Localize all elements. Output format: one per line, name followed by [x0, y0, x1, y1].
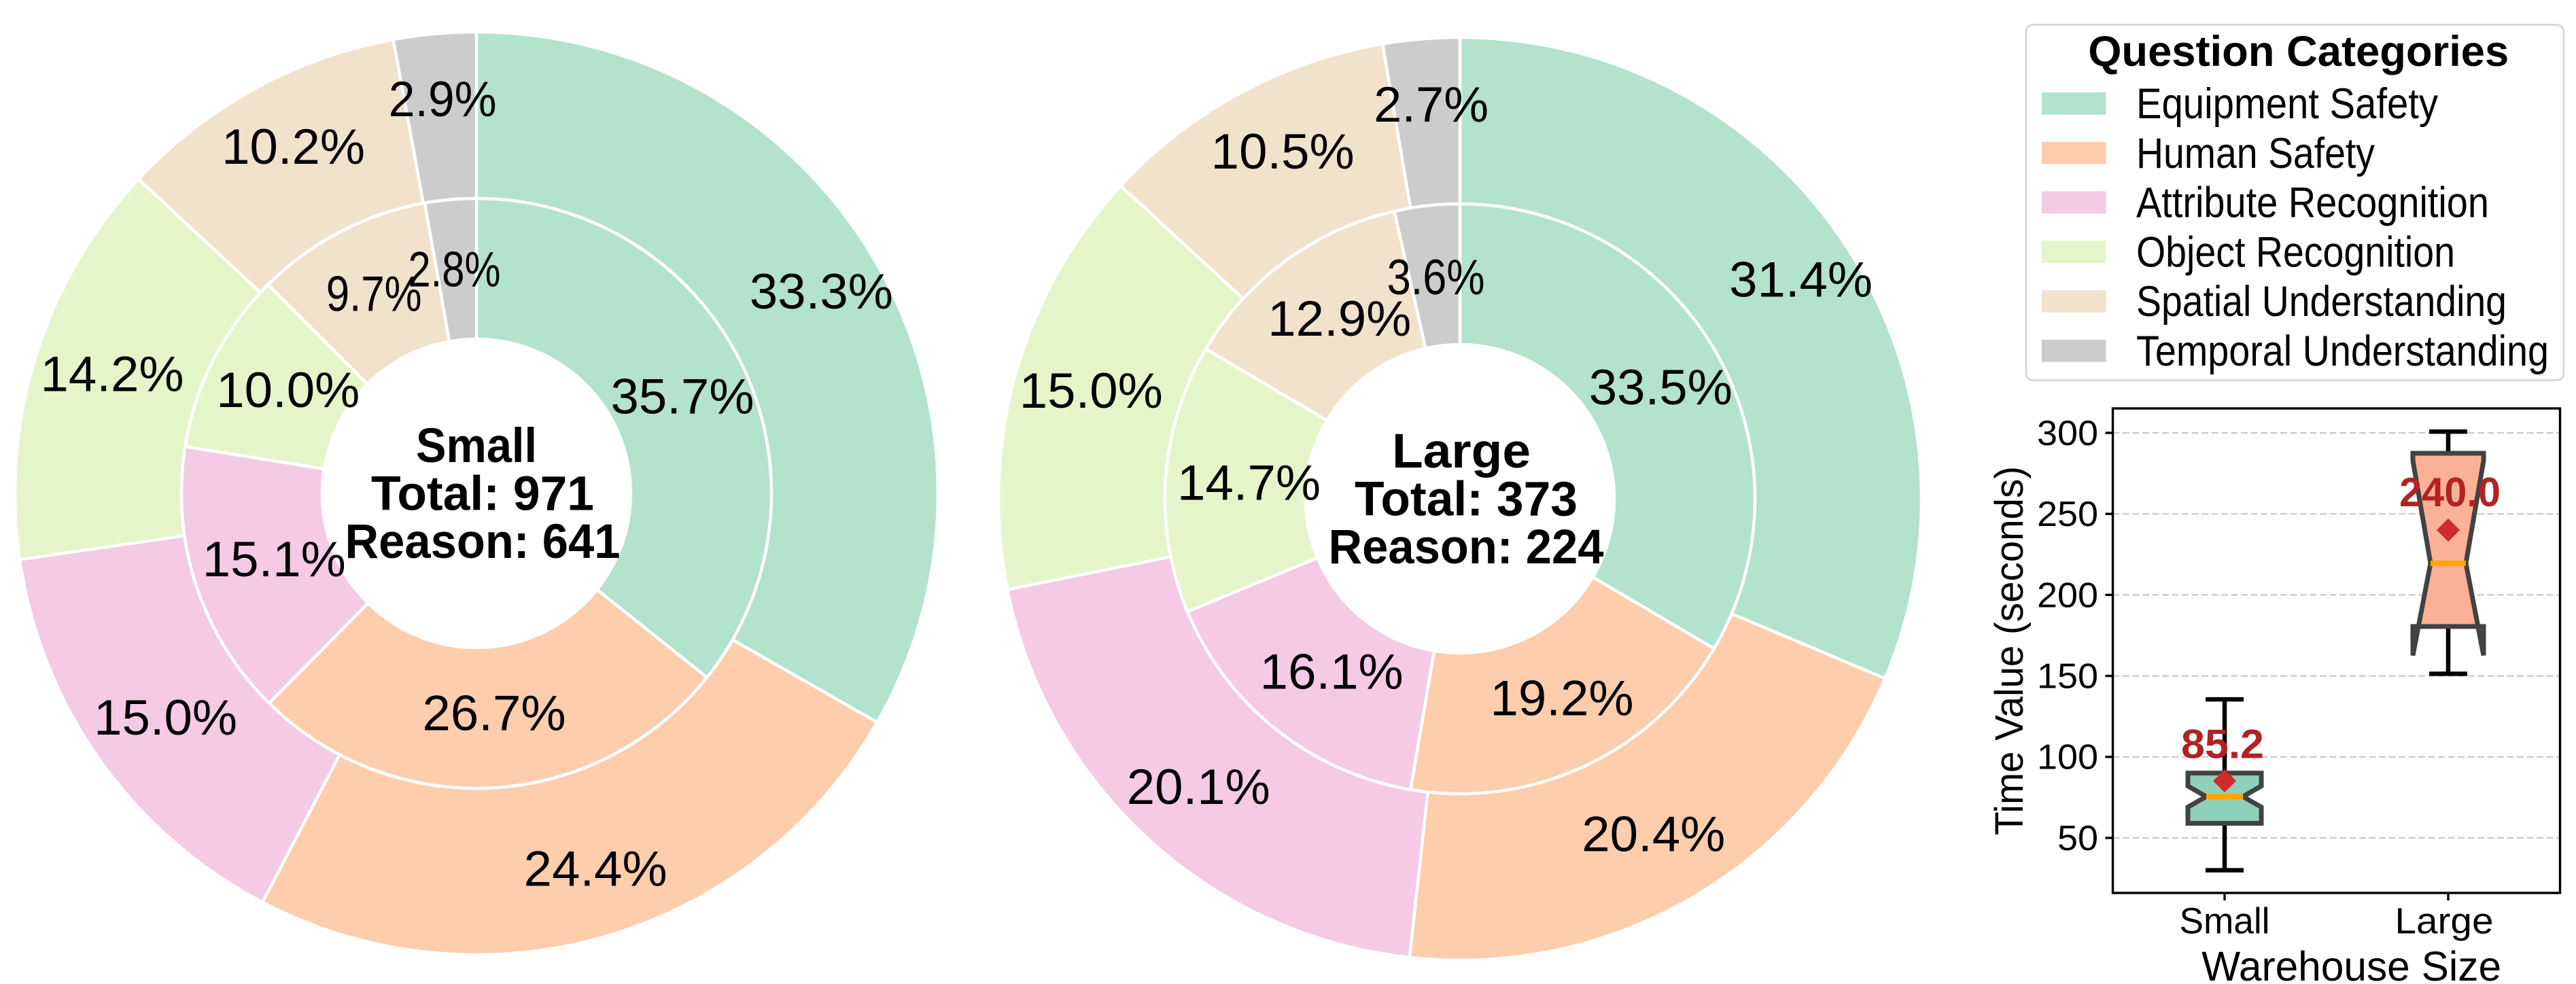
svg-text:26.7%: 26.7% — [423, 686, 566, 741]
svg-text:Human Safety: Human Safety — [2136, 130, 2375, 177]
svg-text:Total: 971: Total: 971 — [371, 467, 594, 521]
svg-text:15.0%: 15.0% — [94, 690, 237, 745]
svg-text:2.9%: 2.9% — [389, 72, 497, 127]
svg-text:Equipment Safety: Equipment Safety — [2136, 80, 2438, 128]
svg-text:85.2: 85.2 — [2181, 721, 2264, 767]
svg-text:Spatial Understanding: Spatial Understanding — [2136, 278, 2507, 326]
svg-text:150: 150 — [2037, 656, 2098, 696]
svg-text:33.5%: 33.5% — [1589, 360, 1733, 415]
svg-text:12.9%: 12.9% — [1268, 292, 1411, 347]
svg-text:Temporal Understanding: Temporal Understanding — [2136, 328, 2549, 375]
svg-text:Total: 373: Total: 373 — [1355, 472, 1578, 526]
svg-text:20.1%: 20.1% — [1127, 760, 1270, 815]
svg-text:16.1%: 16.1% — [1260, 645, 1404, 700]
svg-text:Time Value (seconds): Time Value (seconds) — [1987, 466, 2032, 835]
svg-text:19.2%: 19.2% — [1491, 671, 1634, 726]
svg-text:100: 100 — [2037, 738, 2098, 777]
svg-text:10.5%: 10.5% — [1211, 124, 1355, 179]
svg-text:Reason: 641: Reason: 641 — [345, 515, 621, 569]
svg-text:2.7%: 2.7% — [1374, 77, 1489, 133]
svg-text:33.3%: 33.3% — [750, 264, 893, 319]
svg-text:3.6%: 3.6% — [1387, 250, 1485, 305]
svg-text:24.4%: 24.4% — [524, 842, 667, 897]
svg-text:200: 200 — [2037, 576, 2098, 615]
svg-text:Reason: 224: Reason: 224 — [1329, 521, 1604, 574]
svg-text:14.2%: 14.2% — [41, 347, 184, 402]
svg-text:31.4%: 31.4% — [1729, 252, 1873, 307]
svg-text:10.0%: 10.0% — [216, 363, 360, 418]
svg-text:Question Categories: Question Categories — [2088, 28, 2509, 75]
svg-text:35.7%: 35.7% — [611, 369, 754, 424]
svg-text:50: 50 — [2057, 819, 2098, 858]
svg-text:300: 300 — [2037, 414, 2098, 453]
svg-text:Small: Small — [2180, 900, 2270, 941]
svg-text:240.0: 240.0 — [2399, 470, 2501, 515]
svg-text:15.0%: 15.0% — [1020, 364, 1163, 419]
svg-text:Large: Large — [2395, 900, 2494, 941]
svg-text:10.2%: 10.2% — [222, 120, 365, 175]
svg-text:15.1%: 15.1% — [203, 532, 346, 587]
svg-text:Warehouse Size: Warehouse Size — [2201, 943, 2501, 984]
svg-text:Object Recognition: Object Recognition — [2136, 228, 2455, 276]
svg-text:250: 250 — [2037, 495, 2098, 534]
svg-text:9.7%: 9.7% — [326, 266, 422, 321]
svg-text:14.7%: 14.7% — [1177, 456, 1321, 511]
svg-text:Small: Small — [416, 419, 537, 473]
svg-text:Attribute Recognition: Attribute Recognition — [2136, 179, 2489, 227]
svg-text:Large: Large — [1392, 425, 1531, 478]
svg-text:20.4%: 20.4% — [1582, 807, 1725, 862]
svg-text:2.8%: 2.8% — [408, 242, 501, 297]
